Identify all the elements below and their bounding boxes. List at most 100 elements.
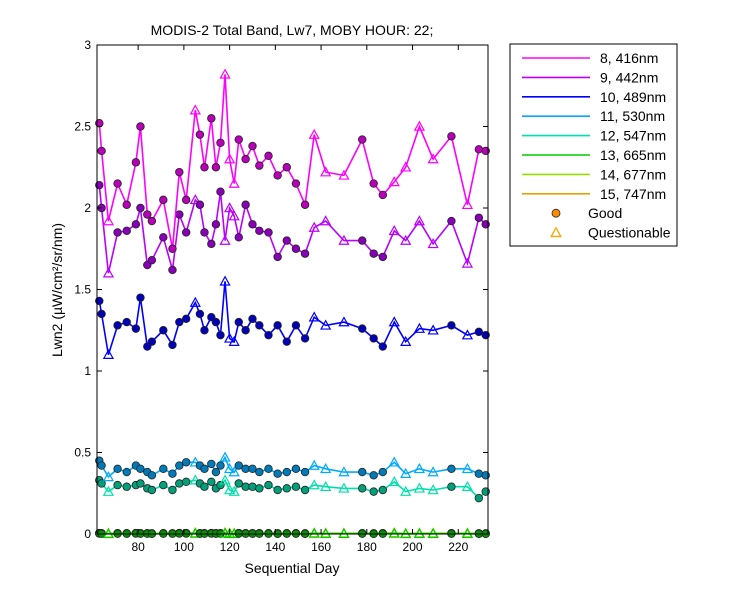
good-point <box>195 309 205 319</box>
good-point <box>282 467 291 477</box>
good-point <box>168 244 177 253</box>
good-point <box>255 467 264 477</box>
questionable-point <box>400 161 412 172</box>
good-point <box>207 459 216 469</box>
questionable-point <box>427 527 439 538</box>
good-point <box>211 220 221 229</box>
good-point <box>282 236 291 245</box>
questionable-point <box>228 485 240 496</box>
good-point <box>255 484 264 493</box>
questionable-point <box>320 527 332 538</box>
questionable-point <box>413 215 426 226</box>
questionable-point <box>400 234 412 245</box>
questionable-point <box>320 480 332 492</box>
good-point <box>195 200 205 209</box>
questionable-point <box>338 234 350 245</box>
good-point <box>122 317 131 327</box>
good-point <box>181 314 191 324</box>
good-point <box>159 480 168 490</box>
chart-title: MODIS-2 Total Band, Lw7, MOBY HOUR: 22; <box>151 22 434 38</box>
questionable-point <box>308 459 320 470</box>
good-point <box>143 210 152 219</box>
good-point <box>369 471 378 480</box>
y-axis-label: Lwn2 (µW/cm²/sr/nm) <box>49 223 65 357</box>
questionable-point <box>413 120 426 131</box>
questionable-point <box>461 257 474 268</box>
good-point <box>282 484 291 493</box>
questionable-point <box>413 322 426 333</box>
good-point <box>358 236 367 245</box>
good-point <box>200 163 209 172</box>
good-point <box>248 482 257 491</box>
questionable-point <box>413 527 426 538</box>
y-tick-label: 2 <box>84 201 91 215</box>
good-point <box>300 334 310 343</box>
questionable-point <box>224 332 236 343</box>
good-point <box>234 233 243 242</box>
x-tick-label: 140 <box>265 540 285 554</box>
questionable-point <box>189 456 201 467</box>
questionable-point <box>338 482 350 493</box>
questionable-point <box>338 316 350 327</box>
good-point <box>175 461 184 470</box>
axes: 80 100 120 140 160 180 200 220 0 0.5 1 1.5 2 2.5 3 <box>74 38 489 554</box>
good-point <box>159 233 168 242</box>
good-point <box>474 469 484 478</box>
good-point <box>291 464 301 473</box>
questionable-point <box>461 480 474 492</box>
good-point <box>264 151 273 161</box>
questionable-point <box>388 476 400 487</box>
good-point <box>273 469 282 478</box>
questionable-point <box>224 202 236 213</box>
questionable-point <box>308 221 320 232</box>
questionable-point <box>219 68 231 79</box>
questionable-point <box>320 462 332 474</box>
good-point <box>168 469 177 478</box>
good-point <box>175 479 184 488</box>
good-point <box>122 482 131 491</box>
good-point <box>200 464 209 473</box>
questionable-point <box>228 210 240 221</box>
good-point <box>255 226 264 236</box>
good-point <box>474 213 484 222</box>
questionable-point <box>461 329 474 340</box>
questionable-point <box>219 451 231 462</box>
questionable-point <box>461 527 474 538</box>
good-point <box>300 485 310 495</box>
good-point <box>122 200 131 209</box>
good-point <box>211 317 221 327</box>
questionable-point <box>224 484 236 495</box>
good-point <box>273 485 282 495</box>
good-point <box>97 146 106 156</box>
good-point <box>216 187 225 196</box>
questionable-point <box>228 177 240 188</box>
legend-label-7: 14, 677nm <box>600 166 666 182</box>
good-point <box>97 479 106 488</box>
good-point <box>147 337 157 346</box>
good-point <box>447 464 456 473</box>
good-point <box>147 255 157 265</box>
good-point <box>273 252 282 262</box>
good-point <box>358 324 367 333</box>
good-point <box>234 317 243 327</box>
questionable-point <box>400 528 412 539</box>
good-point <box>300 200 310 209</box>
good-point <box>378 342 388 351</box>
legend: 8, 416nm 9, 442nm 10, 489nm 11, 530nm 12, 54… <box>509 43 678 247</box>
good-point <box>136 203 145 213</box>
good-point <box>241 154 250 164</box>
good-point <box>282 163 291 172</box>
questionable-point <box>102 348 115 359</box>
questionable-point <box>308 527 320 538</box>
questionable-point <box>461 198 474 210</box>
good-point <box>175 317 184 327</box>
good-point <box>97 309 106 319</box>
x-tick-label: 160 <box>311 540 331 554</box>
legend-label-4: 11, 530nm <box>600 108 665 124</box>
legend-label-6: 13, 665nm <box>600 147 666 163</box>
good-point <box>369 249 378 258</box>
good-point <box>175 210 184 219</box>
good-point <box>113 464 122 473</box>
good-point <box>113 228 122 237</box>
good-point <box>378 467 388 477</box>
